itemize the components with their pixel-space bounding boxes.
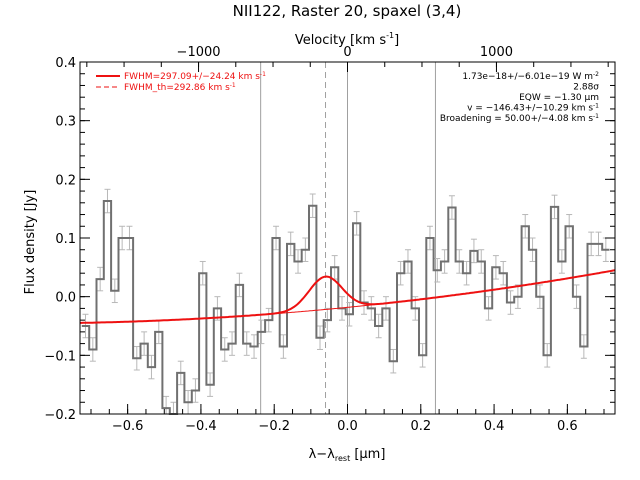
annotation-3: v = −146.43+/−10.29 km s-1 bbox=[467, 103, 599, 114]
y-tick-label-3: 0.1 bbox=[55, 232, 76, 247]
error-bar-12 bbox=[170, 401, 177, 415]
x-tick-label-2: −0.2 bbox=[258, 419, 290, 434]
annotation-4: Broadening = 50.00+/−4.08 km s-1 bbox=[440, 113, 599, 124]
gaussian-fit-curve bbox=[80, 269, 616, 324]
top-tick-label-1: 0 bbox=[343, 45, 351, 60]
reference-lines bbox=[260, 62, 436, 414]
x-tick-label-0: −0.6 bbox=[112, 419, 144, 434]
chart-title: NII122, Raster 20, spaxel (3,4) bbox=[233, 2, 462, 20]
legend-label-1: FWHM_th=292.86 km s-1 bbox=[124, 82, 236, 93]
legend-entry-0: FWHM=297.09+/−24.24 km s-1 bbox=[96, 71, 266, 82]
y-tick-label-1: −0.1 bbox=[44, 349, 76, 364]
top-axis-label-end: ] bbox=[394, 33, 399, 48]
y-axis-label: Flux density [Jy] bbox=[23, 190, 38, 295]
axes: −0.6 −0.4 −0.2 0.0 0.2 0.4 0.6 −0.2 −0.1 0.0 0.1 0.… bbox=[44, 45, 616, 434]
top-tick-label-0: −1000 bbox=[177, 45, 221, 60]
legend-entry-1: FWHM_th=292.86 km s-1 bbox=[96, 82, 236, 93]
x-tick-label-4: 0.2 bbox=[410, 419, 431, 434]
legend-label-0: FWHM=297.09+/−24.24 km s-1 bbox=[124, 71, 266, 82]
x-tick-label-1: −0.4 bbox=[185, 419, 217, 434]
annotation-2: EQW = −1.30 μm bbox=[519, 93, 599, 103]
top-axis-label: Velocity [km s-1] bbox=[295, 31, 399, 48]
annotation-1: 2.88σ bbox=[573, 83, 599, 93]
y-tick-label-0: −0.2 bbox=[44, 408, 76, 423]
x-tick-label-3: 0.0 bbox=[337, 419, 358, 434]
x-axis-label-sub: rest bbox=[335, 454, 350, 463]
y-tick-label-5: 0.3 bbox=[55, 115, 76, 130]
y-tick-label-2: 0.0 bbox=[55, 291, 76, 306]
top-axis-label-text: Velocity [km s bbox=[295, 33, 387, 48]
x-axis-label-unit: [μm] bbox=[350, 447, 385, 462]
x-tick-label-5: 0.4 bbox=[484, 419, 505, 434]
top-tick-label-2: 1000 bbox=[480, 45, 513, 60]
annotation-0: 1.73e−18+/−6.01e−19 W m-2 bbox=[462, 71, 599, 82]
y-tick-label-4: 0.2 bbox=[55, 173, 76, 188]
y-tick-label-6: 0.4 bbox=[55, 56, 76, 71]
fit-curves bbox=[80, 269, 616, 324]
legend: FWHM=297.09+/−24.24 km s-1FWHM_th=292.86… bbox=[96, 71, 266, 93]
x-axis-label-text: λ−λ bbox=[309, 447, 336, 462]
x-axis-label: λ−λrest [μm] bbox=[309, 447, 386, 463]
top-axis-label-sup: -1 bbox=[386, 31, 394, 40]
x-tick-label-6: 0.6 bbox=[557, 419, 578, 434]
